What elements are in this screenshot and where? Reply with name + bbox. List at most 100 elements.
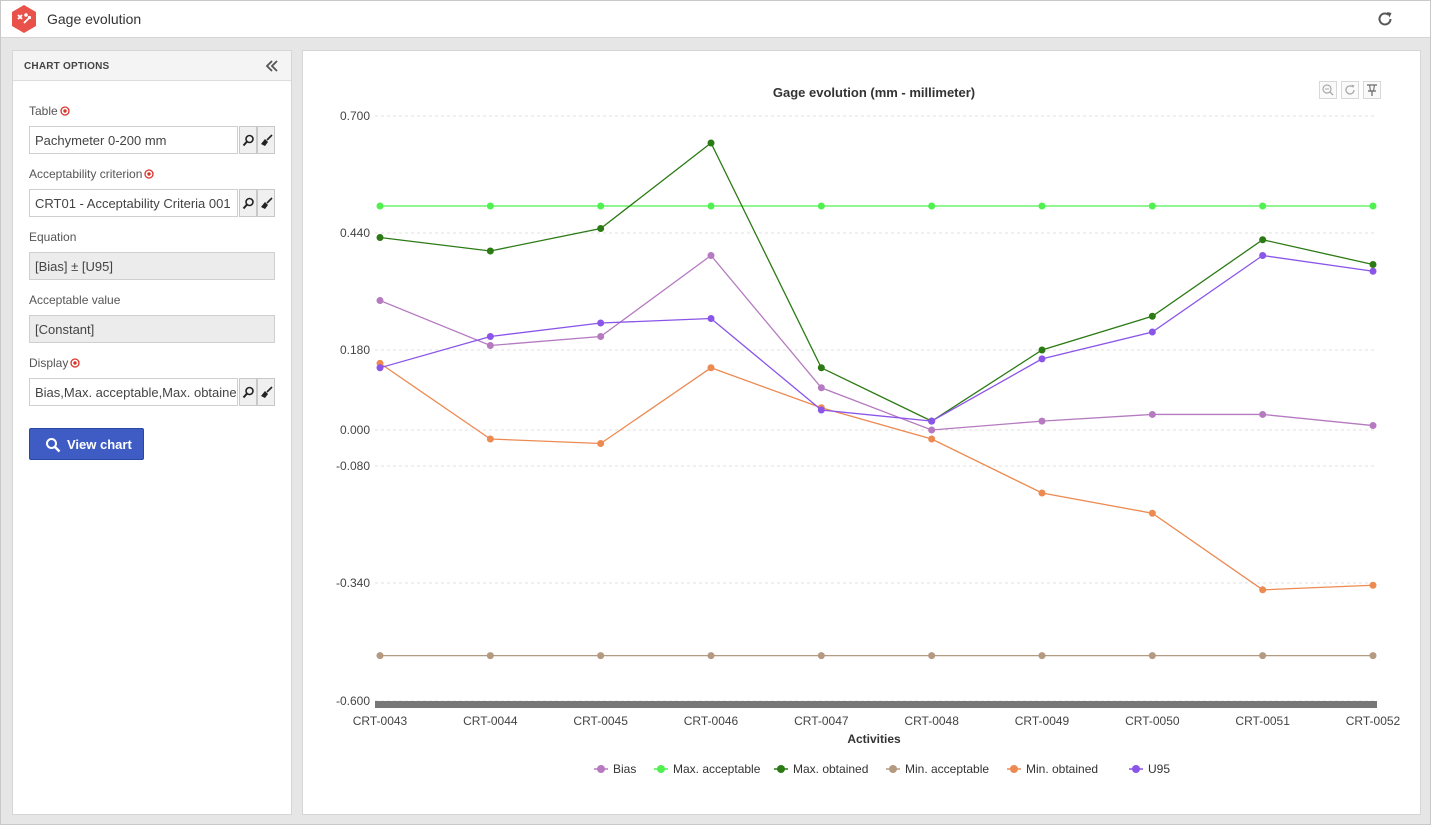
collapse-icon[interactable] bbox=[264, 58, 280, 74]
search-icon bbox=[242, 134, 254, 147]
reset-zoom-button[interactable] bbox=[1341, 81, 1359, 99]
chart-options-panel: CHART OPTIONS Table Pachymeter 0-200 mm … bbox=[12, 50, 292, 815]
table-clear-button[interactable] bbox=[257, 126, 275, 154]
legend-swatch bbox=[1132, 765, 1140, 773]
x-tick-label: CRT-0046 bbox=[684, 714, 739, 728]
clear-icon bbox=[261, 197, 273, 209]
table-search-button[interactable] bbox=[239, 126, 257, 154]
data-point bbox=[1148, 328, 1156, 336]
x-tick-label: CRT-0050 bbox=[1125, 714, 1180, 728]
y-tick-label: 0.180 bbox=[340, 343, 370, 357]
series-line bbox=[379, 362, 1374, 591]
y-tick-label: -0.600 bbox=[336, 694, 370, 708]
data-point bbox=[1038, 417, 1046, 425]
x-tick-label: CRT-0043 bbox=[353, 714, 408, 728]
chart-title: Gage evolution (mm - millimeter) bbox=[773, 85, 975, 100]
y-tick-label: -0.080 bbox=[336, 459, 370, 473]
zoom-icon bbox=[1322, 84, 1334, 96]
required-icon bbox=[60, 106, 70, 116]
data-point bbox=[1148, 509, 1156, 517]
legend-item: Min. obtained bbox=[1026, 762, 1098, 776]
legend-item: Bias bbox=[613, 762, 636, 776]
data-point bbox=[376, 202, 384, 210]
data-point bbox=[1259, 202, 1267, 210]
legend-item: Max. obtained bbox=[793, 762, 868, 776]
x-tick-label: CRT-0044 bbox=[463, 714, 518, 728]
x-tick-label: CRT-0047 bbox=[794, 714, 849, 728]
series-line bbox=[379, 141, 1374, 422]
data-point bbox=[597, 333, 605, 340]
data-point bbox=[597, 319, 605, 327]
x-tick-label: CRT-0051 bbox=[1235, 714, 1290, 728]
data-point bbox=[707, 139, 715, 147]
acceptable-value-label: Acceptable value bbox=[29, 293, 121, 307]
legend-swatch bbox=[1010, 765, 1018, 773]
y-tick-label: 0.440 bbox=[340, 226, 370, 240]
pin-button[interactable] bbox=[1363, 81, 1381, 99]
equation-label: Equation bbox=[29, 230, 77, 244]
data-point bbox=[1369, 422, 1377, 430]
data-point bbox=[597, 440, 605, 447]
data-point bbox=[376, 297, 384, 304]
data-point bbox=[1259, 236, 1267, 244]
refresh-icon[interactable] bbox=[1375, 9, 1395, 29]
data-point bbox=[597, 652, 605, 660]
data-point bbox=[1369, 261, 1377, 268]
view-chart-button[interactable]: View chart bbox=[29, 428, 144, 460]
x-tick-label: CRT-0045 bbox=[573, 714, 628, 728]
data-point bbox=[817, 202, 825, 210]
search-icon bbox=[46, 438, 61, 453]
display-label: Display bbox=[29, 356, 81, 370]
x-tick-label: CRT-0052 bbox=[1346, 714, 1401, 728]
legend-item: Min. acceptable bbox=[905, 762, 989, 776]
data-point bbox=[817, 364, 825, 372]
legend-swatch bbox=[657, 765, 665, 773]
data-point bbox=[486, 202, 494, 210]
data-point bbox=[376, 652, 384, 660]
data-point bbox=[1369, 202, 1377, 210]
table-label-text: Table bbox=[29, 104, 58, 118]
data-point bbox=[928, 435, 936, 443]
data-point bbox=[486, 333, 494, 340]
display-search-button[interactable] bbox=[239, 378, 257, 406]
data-point bbox=[817, 406, 825, 414]
data-point bbox=[1369, 652, 1377, 660]
zoom-button[interactable] bbox=[1319, 81, 1337, 99]
criterion-label: Acceptability criterion bbox=[29, 167, 155, 181]
data-point bbox=[707, 315, 715, 322]
series-line bbox=[379, 254, 1374, 422]
data-point bbox=[486, 652, 494, 660]
criterion-search-button[interactable] bbox=[239, 189, 257, 217]
reset-zoom-icon bbox=[1345, 84, 1355, 95]
panel-header: CHART OPTIONS bbox=[13, 51, 291, 81]
panel-header-label: CHART OPTIONS bbox=[24, 61, 110, 72]
data-point bbox=[1259, 252, 1267, 259]
legend-swatch bbox=[597, 765, 605, 773]
table-field[interactable]: Pachymeter 0-200 mm bbox=[29, 126, 238, 154]
data-point bbox=[1148, 312, 1156, 320]
window-title: Gage evolution bbox=[47, 11, 142, 27]
criterion-label-text: Acceptability criterion bbox=[29, 167, 143, 181]
y-tick-label: -0.340 bbox=[336, 576, 370, 590]
data-point bbox=[376, 364, 384, 372]
data-point bbox=[1369, 267, 1377, 275]
data-point bbox=[707, 364, 715, 372]
display-field[interactable]: Bias,Max. acceptable,Max. obtained,Min. … bbox=[29, 378, 238, 406]
criterion-clear-button[interactable] bbox=[257, 189, 275, 217]
x-tick-label: CRT-0048 bbox=[904, 714, 959, 728]
data-point bbox=[1259, 652, 1267, 660]
criterion-field[interactable]: CRT01 - Acceptability Criteria 001 bbox=[29, 189, 238, 217]
legend-swatch bbox=[889, 765, 897, 773]
app-logo-icon bbox=[12, 5, 36, 33]
data-point bbox=[928, 417, 936, 425]
table-label: Table bbox=[29, 104, 70, 118]
data-point bbox=[1148, 410, 1156, 418]
display-clear-button[interactable] bbox=[257, 378, 275, 406]
line-chart: Gage evolution (mm - millimeter) 0.700 0.4… bbox=[336, 85, 1401, 776]
clear-icon bbox=[261, 386, 273, 398]
y-tick-label: 0.000 bbox=[340, 423, 370, 437]
acceptable-value-field: [Constant] bbox=[29, 315, 275, 343]
legend-swatch bbox=[777, 765, 785, 773]
data-point bbox=[1038, 355, 1046, 363]
